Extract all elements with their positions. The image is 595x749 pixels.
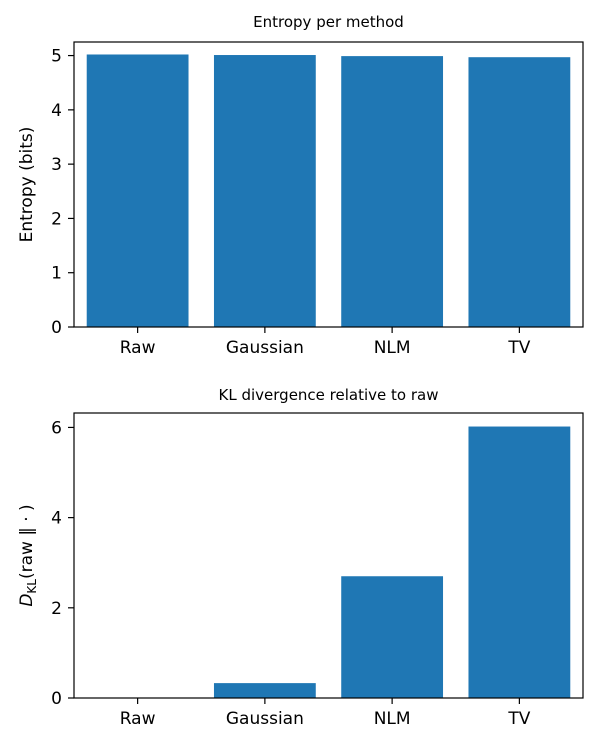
kl-bar-nlm	[341, 576, 444, 698]
entropy-y-tick-label: 1	[51, 264, 62, 284]
kl-y-tick-label: 4	[51, 509, 62, 529]
entropy-y-tick-label: 3	[51, 155, 62, 175]
entropy-y-axis-label: Entropy (bits)	[17, 127, 37, 243]
entropy-y-tick-label: 5	[51, 47, 62, 67]
kl-x-tick-label: TV	[507, 709, 530, 729]
kl-x-tick-label: Raw	[120, 709, 156, 729]
entropy-plot-frame	[73, 41, 584, 328]
kl-y-ticks: 0 2 4 6	[51, 418, 74, 709]
kl-y-tick-label: 2	[51, 599, 62, 619]
kl-bar-tv	[468, 426, 571, 698]
kl-y-axis-label-main: D	[17, 594, 37, 607]
kl-x-tick-label: Gaussian	[226, 709, 304, 729]
kl-x-ticks: Raw Gaussian NLM TV	[120, 698, 531, 729]
entropy-chart: Entropy per method 0 1 2 3 4 5 Raw Gaussian NLM…	[17, 13, 584, 358]
entropy-x-tick-label: Raw	[120, 338, 156, 358]
entropy-y-tick-label: 4	[51, 101, 62, 121]
entropy-x-tick-label: Gaussian	[226, 338, 304, 358]
entropy-bar-tv	[468, 57, 571, 327]
entropy-bar-gaussian	[213, 55, 316, 327]
kl-chart: KL divergence relative to raw 0 2 4 6 Raw Ga…	[17, 386, 584, 729]
kl-bars	[213, 426, 571, 698]
entropy-y-tick-label: 2	[51, 209, 62, 229]
kl-y-axis-label-sub: KL	[25, 579, 39, 594]
kl-y-axis-label: DKL(raw ‖ · )	[17, 504, 39, 606]
entropy-bar-raw	[86, 54, 189, 328]
kl-y-axis-label-rest: (raw ‖ · )	[17, 504, 37, 579]
kl-plot-frame	[73, 412, 584, 699]
kl-bar-gaussian	[213, 683, 316, 698]
kl-y-tick-label: 6	[51, 418, 62, 438]
entropy-y-tick-label: 0	[51, 318, 62, 338]
kl-y-tick-label: 0	[51, 689, 62, 709]
kl-chart-title: KL divergence relative to raw	[219, 386, 439, 404]
entropy-y-ticks: 0 1 2 3 4 5	[51, 47, 74, 338]
entropy-bars	[86, 54, 571, 328]
kl-x-tick-label: NLM	[374, 709, 411, 729]
entropy-bar-nlm	[341, 56, 444, 328]
entropy-x-ticks: Raw Gaussian NLM TV	[120, 327, 531, 358]
entropy-chart-title: Entropy per method	[253, 13, 404, 31]
entropy-x-tick-label: TV	[507, 338, 530, 358]
entropy-x-tick-label: NLM	[374, 338, 411, 358]
